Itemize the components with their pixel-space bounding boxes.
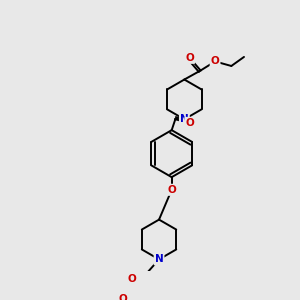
Text: N: N (180, 114, 189, 124)
Text: O: O (211, 56, 219, 67)
Text: O: O (118, 294, 127, 300)
Text: O: O (128, 274, 136, 284)
Text: O: O (167, 185, 176, 195)
Text: O: O (185, 53, 194, 63)
Text: O: O (185, 118, 194, 128)
Text: N: N (155, 254, 164, 264)
